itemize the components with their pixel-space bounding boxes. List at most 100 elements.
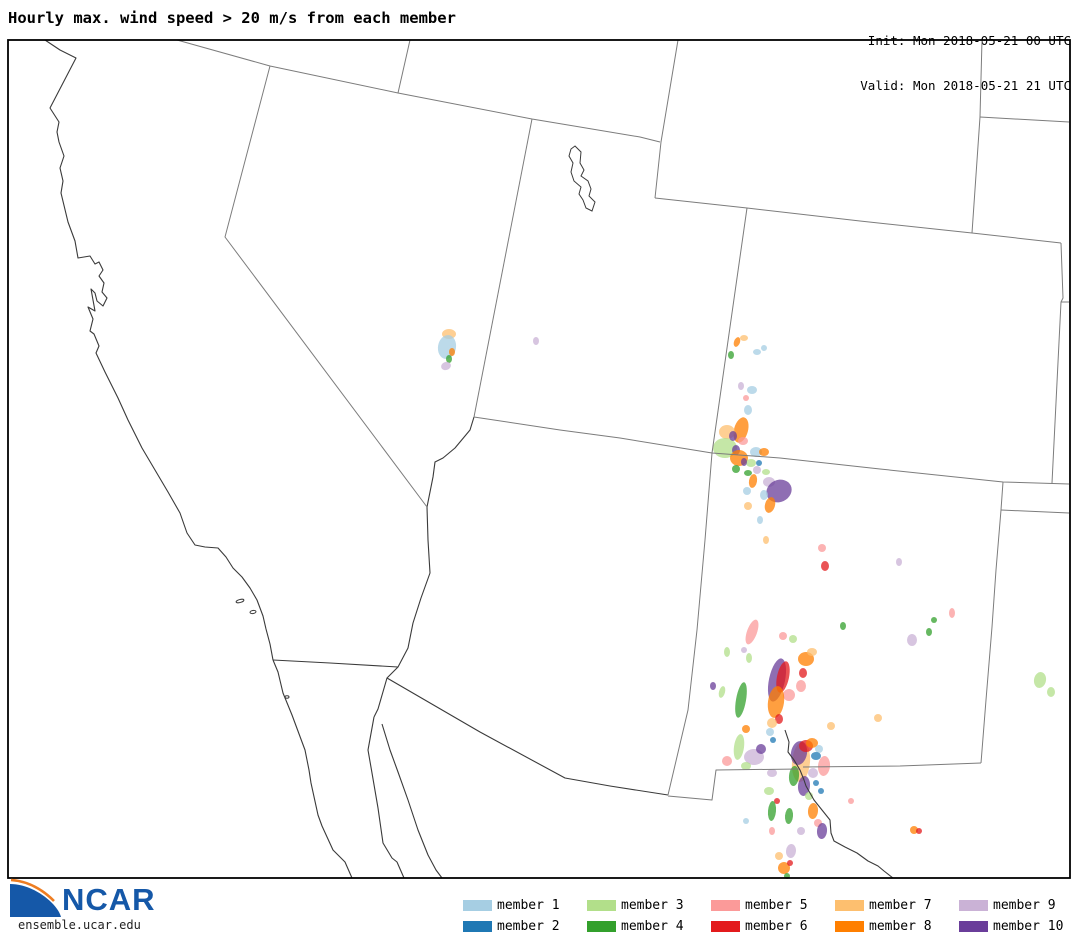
- wind-region-member-3: [713, 438, 737, 458]
- wind-region-member-4: [840, 622, 846, 630]
- wind-region-member-4: [931, 617, 937, 623]
- wind-region-member-4: [784, 808, 794, 824]
- wind-region-member-10: [729, 431, 737, 441]
- wind-region-member-8: [748, 474, 758, 488]
- wind-region-member-8: [910, 826, 918, 834]
- init-valid-times: Init: Mon 2018-05-21 00 UTC Valid: Mon 2…: [860, 3, 1071, 123]
- wind-region-member-1: [744, 405, 752, 415]
- wind-region-member-3: [746, 459, 756, 467]
- wind-region-member-3: [789, 635, 797, 643]
- wind-region-member-10: [741, 458, 747, 466]
- legend-swatch: [835, 921, 864, 932]
- legend-item-member-1: member 1: [463, 895, 587, 916]
- great-salt-lake: [568, 145, 596, 212]
- legend-item-member-3: member 3: [587, 895, 711, 916]
- wind-region-member-6: [821, 561, 829, 571]
- wind-region-member-5: [848, 798, 854, 804]
- wind-region-member-9: [896, 558, 902, 566]
- wind-region-member-2: [756, 460, 762, 466]
- wind-region-member-5: [949, 608, 955, 618]
- wind-region-member-4: [735, 682, 747, 718]
- wind-region-member-7: [775, 852, 783, 860]
- wind-region-member-7: [744, 502, 752, 510]
- wind-region-member-5: [818, 544, 826, 552]
- legend-label: member 4: [621, 919, 684, 934]
- wind-region-member-8: [764, 497, 776, 513]
- legend-swatch: [463, 900, 492, 911]
- wind-region-member-8: [742, 725, 750, 733]
- wind-region-member-3: [741, 762, 751, 770]
- wind-region-member-4: [446, 355, 452, 363]
- wind-region-member-9: [785, 844, 797, 858]
- wind-region-member-5: [779, 632, 787, 640]
- wind-region-member-1: [760, 490, 768, 500]
- wind-region-member-1: [753, 349, 761, 355]
- legend-item-member-9: member 9: [959, 895, 1080, 916]
- wind-region-member-8: [807, 803, 819, 819]
- legend-label: member 1: [497, 898, 560, 913]
- wind-region-member-9: [741, 647, 747, 653]
- wind-region-member-5: [738, 437, 748, 445]
- wind-region-member-7: [807, 648, 817, 656]
- state-borders: [176, 39, 1070, 801]
- legend-label: member 9: [993, 898, 1056, 913]
- legend-swatch: [959, 921, 988, 932]
- wind-region-member-9: [753, 466, 761, 474]
- coastlines: [44, 39, 894, 879]
- wind-region-member-7: [827, 722, 835, 730]
- wind-region-member-4: [767, 801, 777, 821]
- ncar-logo-text: NCAR: [62, 882, 156, 917]
- legend-item-member-7: member 7: [835, 895, 959, 916]
- wind-region-member-10: [816, 823, 828, 839]
- legend-label: member 3: [621, 898, 684, 913]
- wind-region-member-5: [722, 756, 732, 766]
- wind-region-member-3: [746, 653, 752, 663]
- wind-region-member-3: [724, 647, 730, 657]
- legend-swatch: [711, 921, 740, 932]
- channel-island: [284, 695, 290, 699]
- wind-region-member-5: [745, 619, 759, 645]
- site-url: ensemble.ucar.edu: [18, 918, 141, 932]
- wind-region-member-5: [783, 689, 795, 701]
- wind-region-member-9: [533, 337, 539, 345]
- wind-region-member-6: [775, 714, 783, 724]
- wind-region-member-2: [813, 780, 819, 786]
- wind-region-member-2: [811, 752, 821, 760]
- wind-region-member-9: [767, 769, 777, 777]
- wind-region-member-9: [441, 361, 451, 371]
- wind-region-member-6: [916, 828, 922, 834]
- wind-region-member-6: [776, 661, 790, 693]
- wind-region-member-5: [743, 395, 749, 401]
- wind-region-member-8: [733, 417, 749, 443]
- legend-label: member 5: [745, 898, 808, 913]
- legend-label: member 7: [869, 898, 932, 913]
- legend-label: member 6: [745, 919, 808, 934]
- wind-region-member-3: [733, 734, 745, 760]
- page-title: Hourly max. wind speed > 20 m/s from eac…: [8, 9, 456, 27]
- wind-region-member-4: [744, 470, 752, 476]
- legend-label: member 10: [993, 919, 1064, 934]
- wind-region-member-6: [799, 668, 807, 678]
- wind-region-member-1: [747, 386, 757, 394]
- wind-region-member-9: [907, 634, 917, 646]
- wind-region-member-1: [761, 345, 767, 351]
- ncar-logo: [10, 878, 61, 917]
- wind-region-member-3: [1033, 672, 1047, 688]
- wind-region-member-7: [740, 335, 748, 341]
- wind-region-member-10: [756, 744, 766, 754]
- wind-region-member-4: [732, 465, 740, 473]
- legend-item-member-8: member 8: [835, 916, 959, 936]
- legend-label: member 2: [497, 919, 560, 934]
- legend-swatch: [711, 900, 740, 911]
- wind-region-member-8: [806, 738, 818, 748]
- legend-item-member-10: member 10: [959, 916, 1080, 936]
- wind-region-member-7: [874, 714, 882, 722]
- wind-region-member-8: [759, 448, 769, 456]
- wind-region-member-8: [733, 337, 741, 347]
- wind-region-member-9: [797, 827, 805, 835]
- wind-region-member-1: [743, 487, 751, 495]
- legend-label: member 8: [869, 919, 932, 934]
- wind-region-member-1: [757, 516, 763, 524]
- wind-region-member-9: [808, 768, 818, 778]
